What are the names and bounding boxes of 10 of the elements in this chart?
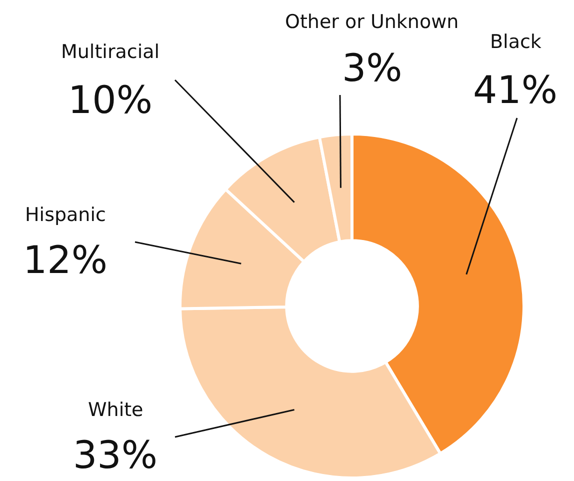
data-label: 10% [68, 78, 152, 122]
slice-label: Other or Unknown [285, 11, 459, 33]
data-label: 41% [473, 68, 558, 112]
slice-label: White [88, 399, 144, 421]
slice-label: Hispanic [25, 204, 106, 226]
data-label: 3% [342, 46, 402, 90]
data-label: 33% [73, 433, 158, 477]
data-label: 12% [23, 238, 108, 282]
slice-label: Multiracial [61, 41, 160, 63]
slice-label: Black [490, 31, 542, 53]
